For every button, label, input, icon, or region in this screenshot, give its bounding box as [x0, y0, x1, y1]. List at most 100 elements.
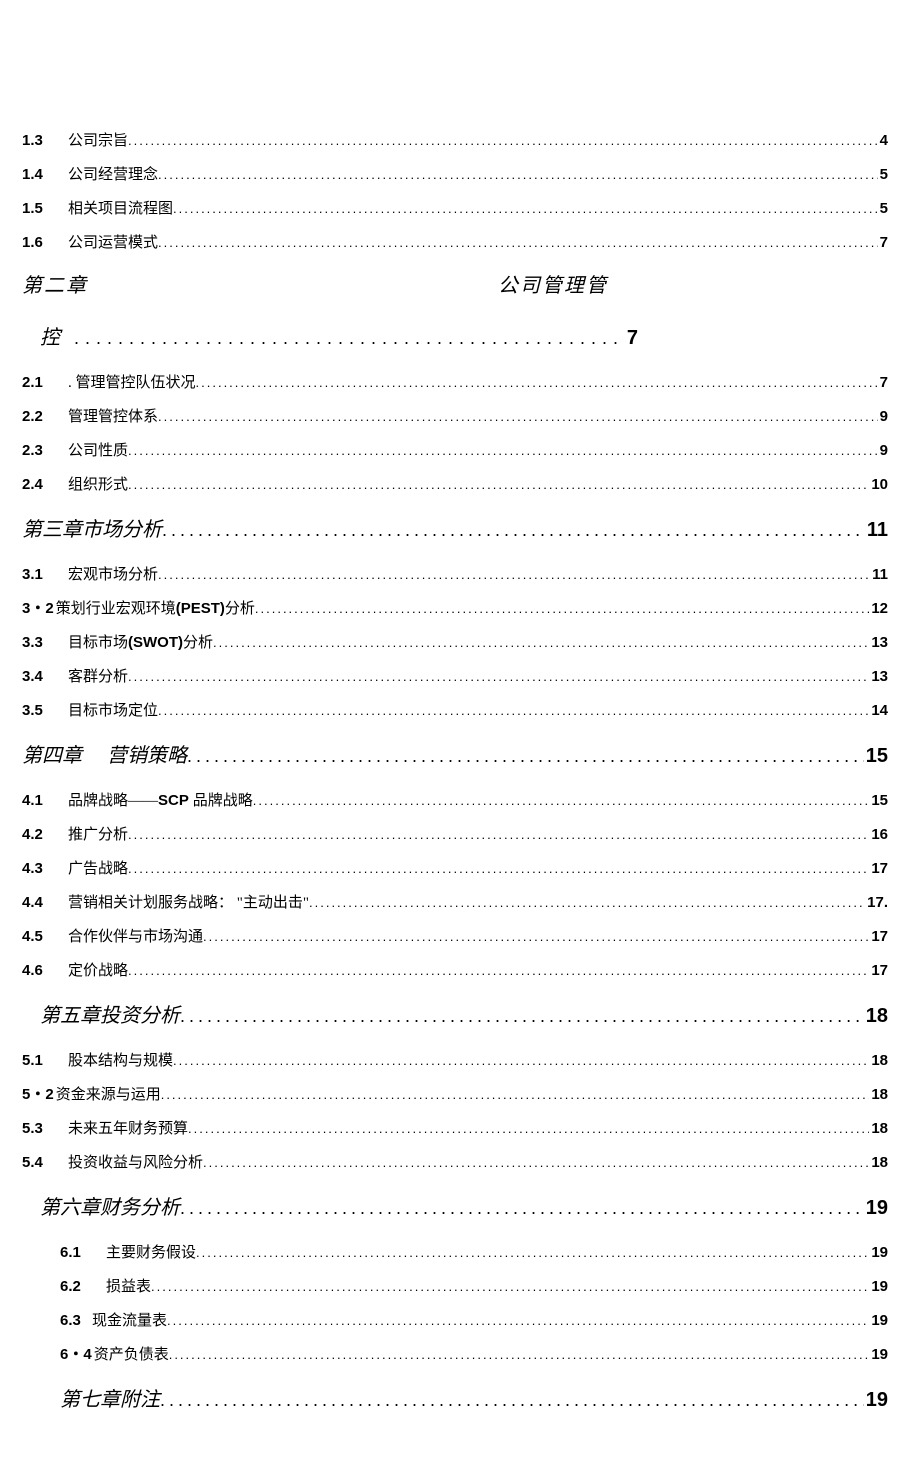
toc-chapter-split: 第二章公司管理管控7: [22, 268, 888, 354]
toc-page: 19: [871, 1242, 888, 1263]
toc-page: 11: [867, 514, 888, 546]
toc-entry: 2.2管理管控体系9: [22, 406, 888, 428]
toc-leader-dots: [158, 408, 878, 426]
toc-leader-dots: [180, 1194, 864, 1223]
toc-number: 3・2: [22, 598, 54, 619]
toc-title: 公司经营理念: [68, 165, 158, 186]
toc-chapter: 第六章财务分析 19: [40, 1192, 888, 1224]
table-of-contents: 1.3公司宗旨41.4公司经营理念51.5相关项目流程图51.6公司运营模式7第…: [22, 130, 888, 1416]
toc-number: 1.4: [22, 164, 52, 185]
toc-title: 现金流量表: [92, 1311, 167, 1332]
toc-leader-dots: [161, 1086, 870, 1104]
toc-page: 15: [866, 740, 888, 772]
toc-chapter-title-cont: 控: [40, 322, 68, 354]
toc-title: 公司性质: [68, 441, 128, 462]
toc-title: 宏观市场分析: [68, 565, 158, 586]
toc-title: 定价战略: [68, 961, 128, 982]
toc-entry: 4.5 合作伙伴与市场沟通 17: [22, 926, 888, 948]
toc-leader-dots: [128, 962, 869, 980]
toc-page: 19: [871, 1310, 888, 1331]
toc-entry: 3.3目标市场(SWOT)分析13: [22, 632, 888, 654]
toc-page: 9: [880, 406, 888, 427]
toc-leader-dots: [158, 566, 870, 584]
toc-title: 广告战略: [68, 859, 128, 880]
toc-leader-dots: [213, 634, 869, 652]
toc-number: 1.3: [22, 130, 52, 151]
toc-page: 17.: [867, 892, 888, 913]
toc-entry: 3.4客群分析13: [22, 666, 888, 688]
toc-entry: 1.5相关项目流程图5: [22, 198, 888, 220]
toc-page: 11: [872, 564, 888, 585]
toc-leader-dots: [128, 132, 878, 150]
toc-leader-dots: [173, 200, 878, 218]
toc-chapter-title: 第三章市场分析: [22, 514, 162, 546]
toc-leader-dots: [167, 1312, 869, 1330]
toc-entry: 6.2损益表19: [60, 1276, 888, 1298]
toc-title: 营销相关计划服务战略： "主动出击": [68, 893, 309, 914]
toc-page: 13: [871, 632, 888, 653]
toc-entry: 4.6定价战略17: [22, 960, 888, 982]
toc-chapter: 第七章附注 19: [60, 1384, 888, 1416]
toc-page: 10: [871, 474, 888, 495]
toc-title: 公司运营模式: [68, 233, 158, 254]
toc-leader-dots: [158, 166, 878, 184]
toc-entry: 1.4公司经营理念5: [22, 164, 888, 186]
toc-entry: 2.1. 管理管控队伍状况7: [22, 372, 888, 394]
toc-title: 投资收益与风险分析: [68, 1153, 203, 1174]
toc-number: 3.5: [22, 700, 52, 721]
toc-number: 5.1: [22, 1050, 52, 1071]
toc-number: 2.2: [22, 406, 52, 427]
toc-page: 19: [871, 1344, 888, 1365]
toc-page: 12: [871, 598, 888, 619]
toc-number: 3.1: [22, 564, 52, 585]
toc-leader-dots: [128, 668, 869, 686]
toc-number: 2.4: [22, 474, 52, 495]
toc-leader-dots: [196, 1244, 869, 1262]
toc-leader-dots: [151, 1278, 869, 1296]
toc-number: 6.3: [60, 1310, 90, 1331]
toc-chapter-title: 第五章投资分析: [40, 1000, 180, 1032]
toc-title: 公司宗旨: [68, 131, 128, 152]
toc-page: 18: [871, 1050, 888, 1071]
toc-entry: 6.1主要财务假设19: [60, 1242, 888, 1264]
toc-title: 未来五年财务预算: [68, 1119, 188, 1140]
toc-title: 组织形式: [68, 475, 128, 496]
toc-number: 3.3: [22, 632, 52, 653]
toc-title: 目标市场定位: [68, 701, 158, 722]
toc-page: 16: [871, 824, 888, 845]
toc-number: 6・4: [60, 1344, 92, 1365]
toc-leader-dots: [309, 894, 865, 912]
toc-entry: 4.3广告战略17: [22, 858, 888, 880]
toc-chapter-title: 第七章附注: [60, 1384, 160, 1416]
toc-entry: 4.4营销相关计划服务战略： "主动出击"17.: [22, 892, 888, 914]
toc-page: 7: [880, 232, 888, 253]
toc-leader-dots: [158, 702, 869, 720]
toc-leader-dots: [173, 1052, 869, 1070]
toc-number: 5.3: [22, 1118, 52, 1139]
toc-title: 合作伙伴与市场沟通: [68, 927, 203, 948]
toc-number: 4.5: [22, 926, 52, 947]
toc-title: . 管理管控队伍状况: [68, 373, 196, 394]
toc-title: 相关项目流程图: [68, 199, 173, 220]
toc-title: 策划行业宏观环境(PEST)分析: [56, 598, 255, 620]
toc-entry: 3・2 策划行业宏观环境(PEST)分析 12: [22, 598, 888, 620]
toc-number: 5.4: [22, 1152, 52, 1173]
toc-number: 4.6: [22, 960, 52, 981]
toc-chapter-title: 第六章财务分析: [40, 1192, 180, 1224]
toc-leader-dots: [253, 792, 870, 810]
toc-page: 7: [880, 372, 888, 393]
toc-chapter-title: 第四章 营销策略: [22, 740, 187, 772]
toc-entry: 6.3 现金流量表 19: [60, 1310, 888, 1332]
toc-page: 17: [871, 926, 888, 947]
toc-number: 1.6: [22, 232, 52, 253]
toc-leader-dots: [255, 600, 869, 618]
toc-page: 9: [880, 440, 888, 461]
toc-entry: 3.5目标市场定位14: [22, 700, 888, 722]
toc-leader-dots: [128, 476, 869, 494]
toc-title: 客群分析: [68, 667, 128, 688]
toc-page: 19: [866, 1192, 888, 1224]
toc-leader-dots: [162, 516, 865, 545]
toc-number: 6.2: [60, 1276, 90, 1297]
toc-title: 推广分析: [68, 825, 128, 846]
toc-entry: 5.1股本结构与规模18: [22, 1050, 888, 1072]
